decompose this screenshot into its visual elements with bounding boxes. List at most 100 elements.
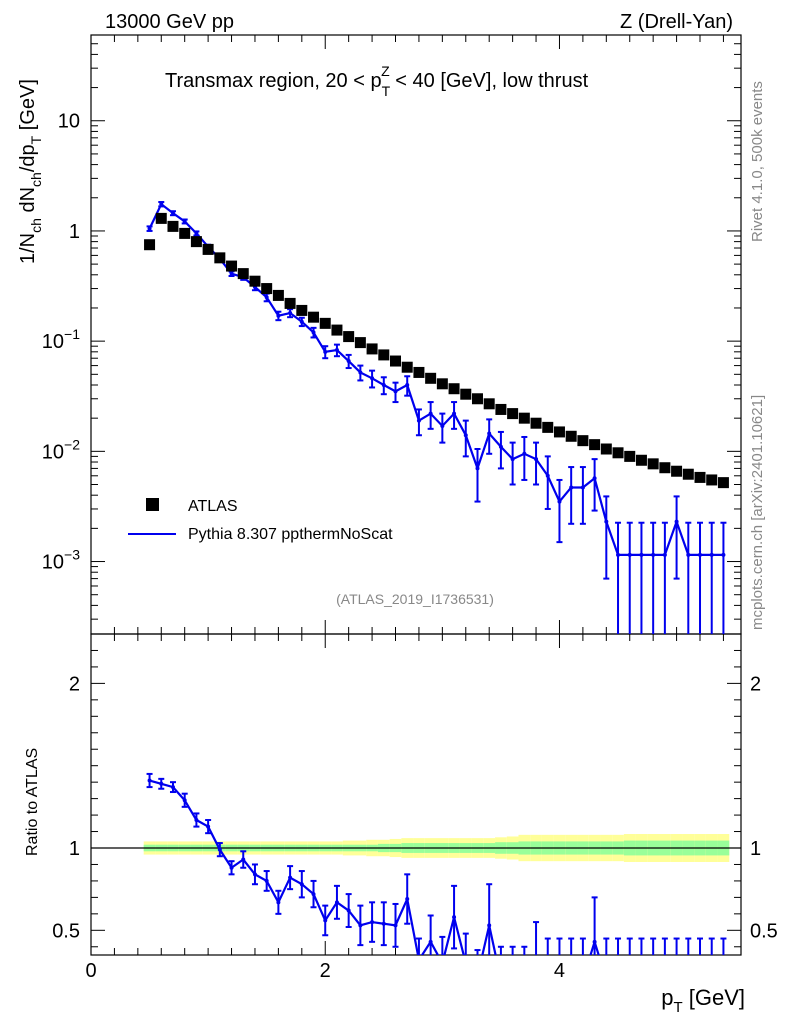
ratio-point xyxy=(581,978,585,982)
ratio-point xyxy=(675,978,679,982)
ratio-point xyxy=(616,978,620,982)
atlas-point xyxy=(272,289,284,301)
ratio-point xyxy=(194,818,199,823)
mc-point xyxy=(498,444,503,449)
atlas-point xyxy=(308,311,320,323)
ratio-point xyxy=(440,961,444,965)
legend-atlas-label: ATLAS xyxy=(188,498,238,515)
mc-point xyxy=(346,359,351,364)
atlas-point xyxy=(401,361,413,373)
mc-point xyxy=(358,370,363,375)
mc-point xyxy=(616,552,621,557)
ratio-point xyxy=(511,978,515,982)
y-tick-label: 10−1 xyxy=(42,326,80,353)
mc-point xyxy=(159,202,164,207)
header-right: Z (Drell-Yan) xyxy=(620,11,733,33)
mc-point xyxy=(334,348,339,353)
rivet-label: Rivet 4.1.0, 500k events xyxy=(749,81,766,242)
ratio-point xyxy=(405,897,410,902)
ratio-point xyxy=(159,781,164,786)
mc-point xyxy=(299,319,304,324)
ratio-y-axis-label: Ratio to ATLAS xyxy=(24,748,41,856)
atlas-point xyxy=(319,317,331,329)
mcplots-label: mcplots.cern.ch [arXiv:2401.10621] xyxy=(749,395,766,630)
mc-point xyxy=(698,552,703,557)
ratio-point xyxy=(206,824,211,829)
atlas-point xyxy=(565,430,577,442)
ratio-point xyxy=(710,978,714,982)
atlas-point xyxy=(577,435,589,447)
ratio-point xyxy=(381,921,386,926)
atlas-point xyxy=(226,260,238,272)
ratio-point xyxy=(288,875,293,880)
mc-point xyxy=(674,519,679,524)
atlas-point xyxy=(717,477,729,489)
atlas-point xyxy=(249,275,261,287)
analysis-tag: (ATLAS_2019_I1736531) xyxy=(336,591,494,607)
ratio-y-tick-label: 0.5 xyxy=(52,920,80,942)
main-plot-frame xyxy=(90,34,742,635)
atlas-point xyxy=(202,243,214,255)
ratio-point xyxy=(534,961,538,965)
ratio-y-tick-label-right: 0.5 xyxy=(750,920,778,942)
mc-point xyxy=(534,457,539,462)
mc-point xyxy=(580,485,585,490)
header-left: 13000 GeV pp xyxy=(105,11,234,33)
ratio-point xyxy=(663,978,667,982)
mc-point xyxy=(440,423,445,428)
ratio-point xyxy=(628,978,632,982)
x-tick-label: 0 xyxy=(85,960,96,982)
legend-mc-label: Pythia 8.307 ppthermNoScat xyxy=(188,526,393,543)
ratio-point xyxy=(264,878,269,883)
atlas-point xyxy=(542,421,554,433)
mc-point xyxy=(381,382,386,387)
mc-point xyxy=(475,466,480,471)
ratio-y-tick-label-right: 1 xyxy=(750,838,761,860)
ratio-point xyxy=(686,978,690,982)
mc-point xyxy=(709,552,714,557)
ratio-point xyxy=(217,847,222,852)
ratio-point xyxy=(276,900,281,905)
atlas-point xyxy=(600,443,612,455)
mc-point xyxy=(721,552,726,557)
mc-point xyxy=(416,418,421,423)
mc-point xyxy=(592,476,597,481)
ratio-point xyxy=(452,915,457,920)
ratio-point xyxy=(370,920,375,925)
atlas-point xyxy=(659,462,671,474)
x-tick-label: 4 xyxy=(554,960,565,982)
atlas-point xyxy=(390,355,402,367)
mc-point xyxy=(545,473,550,478)
mc-point xyxy=(522,451,527,456)
ratio-point xyxy=(346,908,351,913)
ratio-point xyxy=(464,961,468,965)
ratio-y-tick-label-right: 2 xyxy=(750,673,761,695)
atlas-point xyxy=(671,465,683,477)
atlas-point xyxy=(589,439,601,451)
mc-point xyxy=(557,499,562,504)
mc-point xyxy=(288,311,293,316)
mc-point xyxy=(393,389,398,394)
atlas-point xyxy=(507,408,519,420)
atlas-point xyxy=(436,378,448,390)
ratio-point xyxy=(358,923,363,928)
mc-point xyxy=(452,411,457,416)
ratio-point xyxy=(252,872,257,877)
atlas-point xyxy=(483,398,495,410)
mc-point xyxy=(569,485,574,490)
ratio-point xyxy=(334,900,339,905)
ratio-point xyxy=(639,978,643,982)
ratio-point xyxy=(229,865,234,870)
atlas-point xyxy=(448,383,460,395)
ratio-point xyxy=(698,978,702,982)
mc-point xyxy=(147,226,152,231)
ratio-point xyxy=(546,978,550,982)
mc-point xyxy=(463,433,468,438)
ratio-plot-frame xyxy=(90,633,742,956)
atlas-point xyxy=(530,417,542,429)
atlas-point xyxy=(179,227,191,239)
atlas-point xyxy=(612,447,624,459)
atlas-point xyxy=(413,366,425,378)
atlas-point xyxy=(460,388,472,400)
atlas-point xyxy=(682,468,694,480)
